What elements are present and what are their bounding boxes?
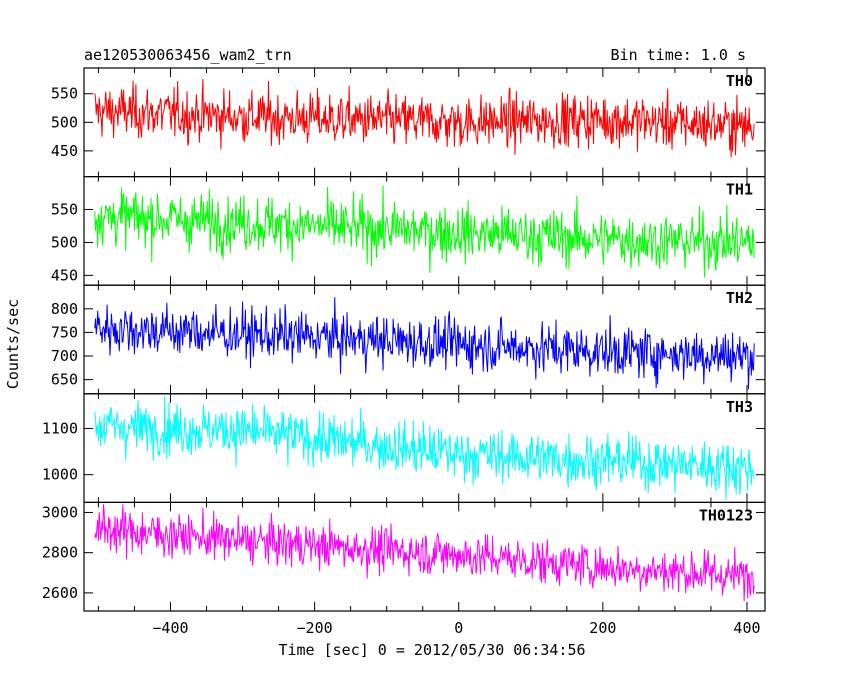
panel-th0: 450 500 550 TH0 bbox=[51, 67, 766, 178]
y-tick-label: 750 bbox=[51, 323, 78, 341]
panel-th3: 1000 1100 TH3 bbox=[42, 393, 766, 503]
y-tick-label: 500 bbox=[51, 113, 78, 131]
panel-label: TH0123 bbox=[699, 506, 753, 524]
panel-frame bbox=[83, 501, 766, 612]
x-tick-label: −200 bbox=[297, 619, 333, 637]
panel-th0123: 2600 2800 3000 TH0123 bbox=[42, 501, 766, 612]
x-tick-label: −400 bbox=[152, 619, 188, 637]
series-th0 bbox=[94, 78, 755, 158]
panel-label: TH3 bbox=[726, 398, 753, 416]
y-tick-label: 2800 bbox=[42, 544, 78, 562]
series-th2 bbox=[94, 297, 755, 390]
y-tick-label: 1000 bbox=[42, 466, 78, 484]
x-tick-label: 200 bbox=[589, 619, 616, 637]
bin-time-label: Bin time: 1.0 s bbox=[611, 46, 746, 64]
panel-label: TH2 bbox=[726, 289, 753, 307]
panel-label: TH1 bbox=[726, 181, 753, 199]
chart-title: ae120530063456_wam2_trn bbox=[84, 46, 292, 64]
y-tick-label: 550 bbox=[51, 201, 78, 219]
y-tick-label: 1100 bbox=[42, 419, 78, 437]
y-tick-label: 550 bbox=[51, 85, 78, 103]
panels-layer: 450 500 550 TH0 450 500 550 TH1 650 700 750 800 TH2 1… bbox=[42, 67, 766, 637]
y-tick-label: 700 bbox=[51, 347, 78, 365]
y-tick-label: 800 bbox=[51, 300, 78, 318]
panel-frame bbox=[83, 284, 766, 395]
y-tick-label: 650 bbox=[51, 371, 78, 389]
y-axis-label: Counts/sec bbox=[4, 299, 22, 389]
panel-label: TH0 bbox=[726, 72, 753, 90]
series-th1 bbox=[94, 185, 755, 278]
y-tick-label: 2600 bbox=[42, 584, 78, 602]
y-tick-label: 3000 bbox=[42, 503, 78, 521]
panel-th2: 650 700 750 800 TH2 bbox=[51, 284, 766, 395]
x-tick-label: 0 bbox=[454, 619, 463, 637]
y-tick-label: 450 bbox=[51, 266, 78, 284]
x-tick-label: 400 bbox=[733, 619, 760, 637]
y-tick-label: 500 bbox=[51, 233, 78, 251]
panel-th1: 450 500 550 TH1 bbox=[51, 176, 766, 286]
series-th0123 bbox=[94, 504, 755, 602]
series-th3 bbox=[94, 395, 755, 500]
y-tick-label: 450 bbox=[51, 142, 78, 160]
x-axis-label: Time [sec] 0 = 2012/05/30 06:34:56 bbox=[278, 641, 585, 659]
